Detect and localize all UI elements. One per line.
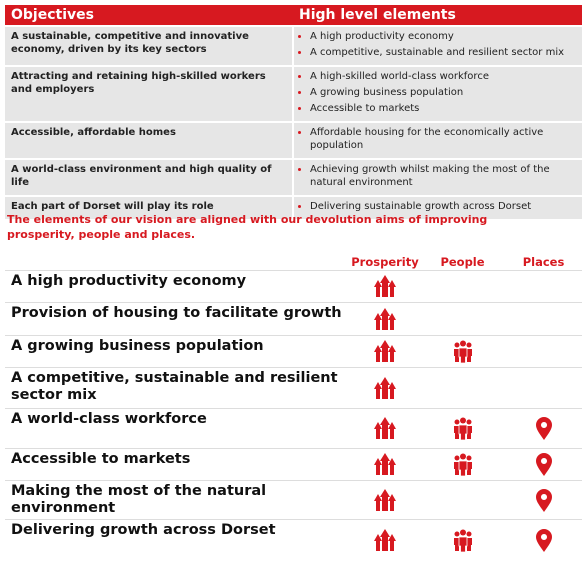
element: A competitive, sustainable and resilient… [310,46,576,59]
objective: Each part of Dorset will play its role [5,195,294,219]
alignment-table: Prosperity People Places A high producti… [5,254,582,561]
row-label: A competitive, sustainable and resilient… [5,367,350,409]
icon-cell [505,367,582,409]
row-label: A world-class workforce [5,408,350,449]
icon-cell [505,408,582,449]
element-list: Achieving growth whilst making the most … [300,163,576,189]
places-icon [535,453,552,476]
icon-cell [505,270,582,303]
row-label: A growing business population [5,335,350,368]
element-list: Affordable housing for the economically … [300,126,576,152]
icon-cell [420,448,505,481]
elements: Affordable housing for the economically … [293,121,582,159]
element: A high-skilled world-class workforce [310,70,576,83]
elements: Delivering sustainable growth across Dor… [293,195,582,219]
icon-cell [505,335,582,368]
row: A growing business population [5,335,582,368]
icon-cell [505,519,582,561]
spacer [5,254,350,271]
element: A growing business population [310,86,576,99]
row: A sustainable, competitive and innovativ… [5,25,582,66]
row-label: Provision of housing to facilitate growt… [5,302,350,336]
row: Accessible to markets [5,448,582,481]
people-icon [453,529,472,552]
icon-cell [420,335,505,368]
icon-cell [350,480,420,520]
icon-cell [350,270,420,303]
prosperity-icon [374,528,396,551]
prosperity-icon [374,376,396,399]
row: A high productivity economy [5,270,582,303]
people-icon [453,417,472,440]
icon-cell [350,408,420,449]
header: People [440,255,485,269]
element-list: A high productivity economy A competitive… [300,30,576,59]
header: Objectives [5,5,293,26]
icon-cell [420,302,505,336]
row: Accessible, affordable homes Affordable h… [5,121,582,159]
objective: Attracting and retaining high-skilled wo… [5,65,294,122]
objective: Accessible, affordable homes [5,121,294,159]
paragraph: The elements of our vision are aligned w… [7,213,488,241]
row: A world-class environment and high quali… [5,158,582,196]
icon-cell [505,480,582,520]
row: Provision of housing to facilitate growt… [5,302,582,336]
elements: A high-skilled world-class workforce A gr… [293,65,582,122]
objective: A world-class environment and high quali… [5,158,294,196]
element-list: A high-skilled world-class workforce A gr… [300,70,576,115]
icon-cell [350,302,420,336]
prosperity-icon [374,275,396,297]
prosperity-icon [374,453,396,475]
prosperity-icon [374,417,396,439]
icon-cell [420,270,505,303]
icon-cell [420,519,505,561]
element: Affordable housing for the economically … [310,126,576,152]
element: A high productivity economy [310,30,576,43]
elements: Achieving growth whilst making the most … [293,158,582,196]
row-label: A high productivity economy [5,270,350,303]
prosperity-icon [374,488,396,511]
objective: A sustainable, competitive and innovativ… [5,25,294,66]
header: Places [522,255,565,269]
row-label: Delivering growth across Dorset [5,519,350,561]
element: Accessible to markets [310,102,576,115]
places-icon [535,488,552,512]
element-list: Delivering sustainable growth across Dor… [300,200,576,213]
places-icon [535,417,552,440]
people-icon [453,340,472,363]
icon-cell [505,448,582,481]
icon-cell [420,480,505,520]
prosperity-icon [374,340,396,362]
icon-cell [350,448,420,481]
row: Delivering growth across Dorset [5,519,582,561]
people-icon [453,453,472,476]
row: A competitive, sustainable and resilient… [5,367,582,409]
header: High level elements [293,5,582,26]
objectives-table: Objectives High level elements A sustain… [5,5,582,219]
icon-cell [350,367,420,409]
icon-cell [350,519,420,561]
element: Achieving growth whilst making the most … [310,163,576,189]
row-label: Accessible to markets [5,448,350,481]
header: Prosperity [351,255,419,269]
row: Making the most of the natural environme… [5,480,582,520]
prosperity-icon [374,307,396,330]
row: Each part of Dorset will play its role De… [5,195,582,219]
icon-cell [420,367,505,409]
icon-cell [505,302,582,336]
places-icon [535,528,552,552]
elements: A high productivity economy A competitive… [293,25,582,66]
icon-cell [350,335,420,368]
row: Attracting and retaining high-skilled wo… [5,65,582,122]
row: A world-class workforce [5,408,582,449]
element: Delivering sustainable growth across Dor… [310,200,576,213]
row-label: Making the most of the natural environme… [5,480,350,520]
icon-cell [420,408,505,449]
